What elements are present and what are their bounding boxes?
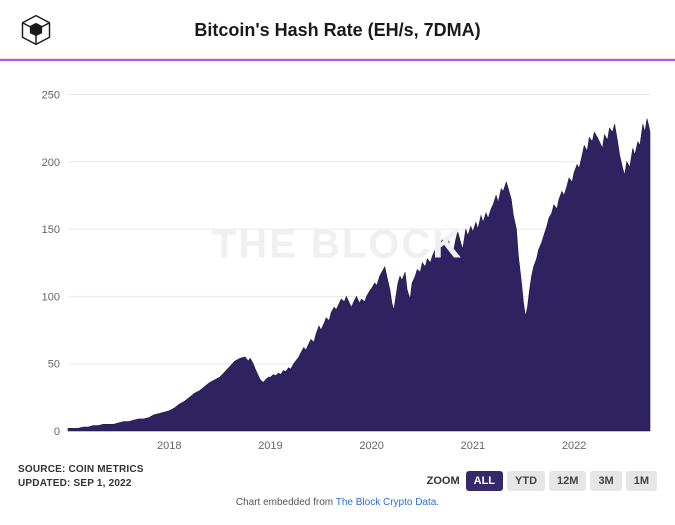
- chart-area: THE BLOCK 050100150200250201820192020202…: [0, 61, 675, 461]
- svg-text:2019: 2019: [258, 440, 282, 452]
- svg-text:2020: 2020: [359, 440, 383, 452]
- chart-footer: SOURCE: COIN METRICS UPDATED: SEP 1, 202…: [0, 461, 675, 491]
- embed-link[interactable]: The Block Crypto Data: [336, 497, 437, 508]
- embed-attribution: Chart embedded from The Block Crypto Dat…: [0, 491, 675, 516]
- source-label: SOURCE:: [18, 464, 66, 475]
- chart-header: Bitcoin's Hash Rate (EH/s, 7DMA): [0, 0, 675, 59]
- zoom-button-ytd[interactable]: YTD: [507, 471, 545, 491]
- zoom-label: ZOOM: [427, 475, 460, 487]
- embed-suffix: .: [436, 497, 439, 508]
- svg-text:0: 0: [54, 426, 60, 438]
- svg-text:100: 100: [42, 291, 60, 303]
- area-chart[interactable]: 0 50 100 150 200 250 2018 2019 2020 2021 2022: [18, 75, 658, 457]
- svg-text:200: 200: [42, 157, 60, 169]
- svg-text:250: 250: [42, 89, 60, 101]
- chart-title: Bitcoin's Hash Rate (EH/s, 7DMA): [54, 20, 621, 41]
- theblock-logo: [18, 12, 54, 48]
- zoom-button-1m[interactable]: 1M: [626, 471, 657, 491]
- svg-text:2022: 2022: [562, 440, 586, 452]
- svg-text:50: 50: [48, 359, 60, 371]
- updated-value: SEP 1, 2022: [74, 478, 132, 489]
- source-value: COIN METRICS: [69, 464, 144, 475]
- svg-text:2018: 2018: [157, 440, 181, 452]
- svg-text:150: 150: [42, 224, 60, 236]
- zoom-button-12m[interactable]: 12M: [549, 471, 586, 491]
- embed-prefix: Chart embedded from: [236, 497, 336, 508]
- svg-text:2021: 2021: [461, 440, 485, 452]
- chart-metadata: SOURCE: COIN METRICS UPDATED: SEP 1, 202…: [18, 463, 144, 491]
- updated-label: UPDATED:: [18, 478, 71, 489]
- zoom-button-all[interactable]: ALL: [466, 471, 503, 491]
- zoom-button-3m[interactable]: 3M: [590, 471, 621, 491]
- zoom-controls: ZOOM ALLYTD12M3M1M: [427, 471, 657, 491]
